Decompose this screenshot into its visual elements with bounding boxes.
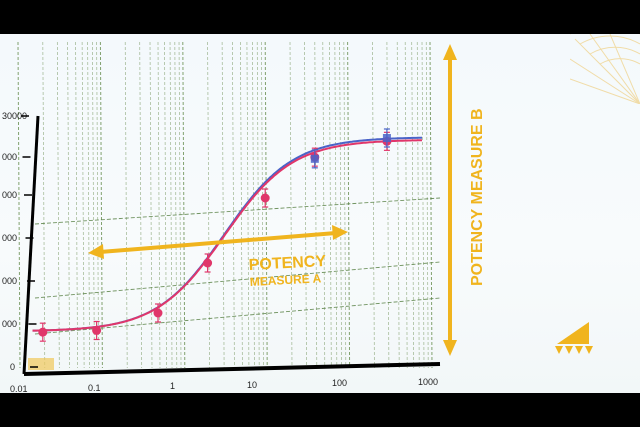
grid-line-vertical	[169, 41, 173, 369]
data-point	[153, 308, 163, 318]
grid-line-vertical	[182, 41, 186, 369]
grid-line-vertical	[96, 41, 99, 369]
grid-line-vertical	[396, 41, 400, 369]
grid-line-vertical	[56, 41, 60, 369]
grid-line-vertical	[334, 41, 338, 369]
grid-line-vertical	[178, 41, 182, 369]
data-point	[38, 327, 48, 337]
grid-line-vertical	[99, 41, 103, 369]
grid-line-vertical	[174, 41, 178, 369]
potency-measure-a-annotation: POTENCY MEASURE A	[88, 225, 348, 289]
x-tick-label: 0.01	[10, 384, 28, 393]
grid-line-vertical	[372, 41, 375, 369]
y-tick-label: 0	[10, 362, 15, 372]
grid-line-vertical	[75, 41, 78, 369]
y-tick-label: 000	[2, 152, 17, 162]
grid-line-vertical	[221, 41, 225, 369]
x-tick-label: 1	[170, 381, 175, 391]
y-tick-label: 000	[2, 319, 17, 329]
grid-line-vertical	[261, 41, 264, 369]
grid-layer	[17, 41, 441, 369]
y-tick-label: 000	[2, 276, 17, 286]
grid-line-vertical	[339, 41, 342, 369]
grid-line-vertical	[149, 41, 153, 369]
data-point	[203, 258, 213, 268]
decorative-fan-graphic	[570, 34, 640, 104]
brand-logo-icon	[555, 322, 593, 354]
x-tick-label: 1000	[418, 377, 438, 387]
grid-line-vertical	[289, 41, 293, 369]
x-axis-line	[23, 362, 441, 376]
grid-line-vertical	[347, 41, 351, 369]
measure-b-arrow-bottom-head	[443, 340, 457, 356]
grid-line-vertical	[164, 41, 167, 369]
grid-line-vertical	[411, 41, 415, 369]
y-tick-label: 000	[2, 190, 17, 200]
data-point	[92, 326, 102, 335]
grid-line-vertical	[67, 41, 70, 369]
data-point	[382, 134, 391, 142]
data-point	[260, 193, 270, 203]
grid-line-vertical	[246, 41, 250, 369]
measure-a-arrow-line	[99, 231, 337, 254]
grid-line-vertical	[87, 41, 90, 369]
grid-line-vertical	[328, 41, 332, 369]
measure-a-arrow-left-head	[88, 244, 104, 259]
series-1-fit-line	[32, 139, 423, 332]
measure-a-line1: POTENCY	[248, 253, 326, 274]
series-2-fit-line	[32, 136, 422, 332]
grid-line-vertical	[322, 41, 326, 369]
grid-line-vertical	[314, 41, 318, 369]
curve-layer	[32, 136, 423, 332]
axes-layer	[22, 115, 441, 376]
measure-b-label: POTENCY MEASURE B	[469, 108, 486, 286]
axis-highlight	[28, 358, 54, 370]
grid-line-vertical	[429, 41, 433, 369]
measure-a-line2: MEASURE A	[249, 271, 322, 289]
grid-line-vertical	[252, 41, 255, 369]
grid-line-vertical	[304, 41, 307, 369]
y-tick-label: 30000	[2, 111, 27, 121]
x-tick-label: 100	[332, 378, 347, 388]
grid-line-vertical	[232, 41, 235, 369]
grid-line-vertical	[416, 41, 420, 369]
grid-line-vertical	[421, 41, 425, 369]
grid-line-vertical	[343, 41, 347, 369]
grid-line-vertical	[404, 41, 408, 369]
grid-line-vertical	[81, 41, 85, 369]
potency-measure-b-annotation: POTENCY MEASURE B	[443, 44, 486, 356]
x-tick-label: 10	[247, 380, 257, 390]
grid-line-vertical	[124, 41, 128, 369]
x-tick-label: 0.1	[88, 383, 101, 393]
grid-line-horizontal	[34, 261, 441, 299]
measure-b-arrow-top-head	[443, 44, 457, 60]
video-frame: 0 000 000 000 000 000 30000 0.01 0.1 1 10 100 1000 P…	[0, 34, 640, 393]
measure-a-arrow-right-head	[332, 225, 348, 240]
grid-line-vertical	[425, 41, 429, 369]
grid-line-horizontal	[34, 197, 441, 225]
y-tick-label: 000	[2, 233, 17, 243]
y-axis-line	[22, 115, 40, 375]
grid-line-vertical	[264, 41, 268, 369]
grid-line-horizontal	[34, 297, 441, 335]
grid-line-vertical	[17, 41, 21, 369]
grid-line-vertical	[256, 41, 260, 369]
points-layer	[38, 128, 392, 342]
grid-line-vertical	[386, 41, 390, 369]
grid-line-vertical	[139, 41, 143, 369]
grid-line-vertical	[42, 41, 46, 369]
grid-line-vertical	[92, 41, 95, 369]
data-point	[310, 154, 319, 163]
grid-line-vertical	[207, 41, 210, 369]
grid-line-vertical	[240, 41, 243, 369]
